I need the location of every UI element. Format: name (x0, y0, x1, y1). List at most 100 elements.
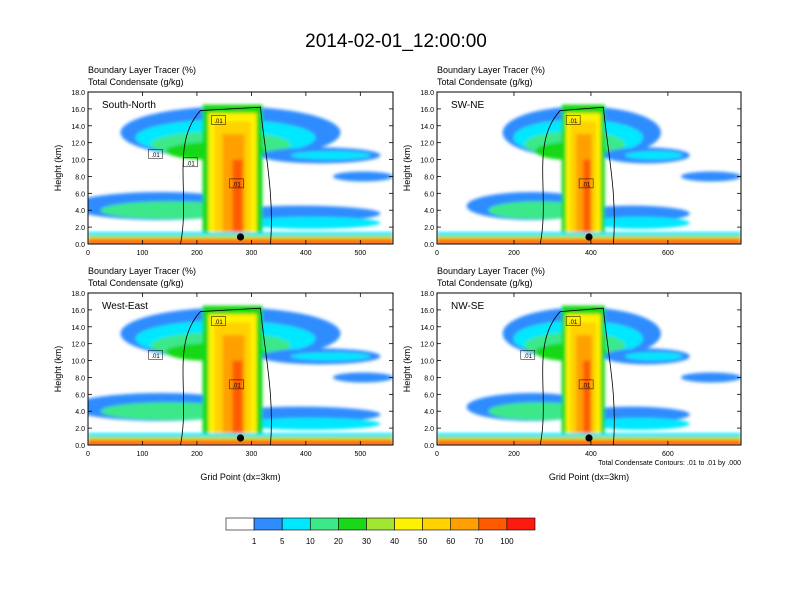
x-tick-label: 400 (300, 451, 312, 458)
contour-label: .01 (186, 161, 195, 167)
colorbar-label: 30 (362, 537, 371, 546)
colorbar-label: 50 (418, 537, 427, 546)
panel-label: South-North (102, 100, 156, 111)
contour-label: .01 (232, 383, 241, 389)
contour-line (539, 307, 615, 445)
panel-title-line2: Total Condensate (g/kg) (88, 278, 184, 288)
y-tick-label: 12.0 (71, 141, 85, 148)
y-tick-label: 16.0 (420, 107, 434, 114)
y-tick-label: 18.0 (420, 291, 434, 298)
contour-label: .01 (582, 182, 591, 188)
colorbar-swatch (253, 517, 283, 531)
contour-label: .01 (214, 320, 223, 326)
location-marker (236, 233, 245, 241)
contour-label: .01 (151, 354, 160, 360)
panel-sw-ne: .01 .01 SW-NE Boundary Layer Tracer (%) Tota… (402, 65, 742, 257)
y-tick-label: 18.0 (71, 90, 85, 97)
panel-nw-se: .01 .01 .01 NW-SE Boundary Layer Tracer (%) T… (402, 266, 742, 482)
x-tick-label: 200 (508, 451, 520, 458)
contour-label-box (229, 379, 244, 390)
y-tick-label: 6.0 (75, 191, 85, 198)
contour-label-box (520, 350, 536, 360)
y-tick-label: 14.0 (420, 325, 434, 332)
contour-label-box (229, 178, 244, 189)
y-tick-label: 10.0 (420, 158, 434, 165)
contour-line (180, 307, 272, 445)
colorbar-label: 20 (334, 537, 343, 546)
plot-frame (436, 91, 742, 245)
colorbar-label: 1 (252, 537, 257, 546)
contour-label: .01 (232, 182, 241, 188)
contour-label-box (578, 379, 594, 390)
x-tick-label: 0 (86, 250, 90, 257)
y-tick-label: 18.0 (71, 291, 85, 298)
x-tick-label: 0 (435, 250, 439, 257)
y-tick-label: 4.0 (424, 208, 434, 215)
y-tick-label: 6.0 (424, 191, 434, 198)
contour-footnote: Total Condensate Contours: .01 to .01 by… (598, 460, 741, 467)
contour-label: .01 (524, 354, 533, 360)
panel-title-line2: Total Condensate (g/kg) (437, 77, 533, 87)
y-tick-label: 2.0 (75, 426, 85, 433)
y-tick-label: 4.0 (75, 208, 85, 215)
panel-title-line2: Total Condensate (g/kg) (437, 278, 533, 288)
x-tick-label: 200 (191, 451, 203, 458)
y-tick-label: 0.0 (75, 242, 85, 249)
location-marker (236, 434, 245, 442)
x-tick-label: 400 (585, 451, 597, 458)
y-tick-label: 6.0 (75, 392, 85, 399)
x-tick-label: 100 (137, 451, 149, 458)
y-tick-label: 14.0 (71, 124, 85, 131)
y-tick-label: 4.0 (75, 409, 85, 416)
panel-label: SW-NE (451, 100, 484, 111)
y-tick-label: 2.0 (424, 225, 434, 232)
contour-label: .01 (569, 119, 578, 125)
x-tick-label: 200 (508, 250, 520, 257)
contour-label-box (565, 316, 581, 326)
panel-south-north: .01 .01 .01 .01 South-North Boundary Layer Tr… (53, 65, 394, 257)
y-tick-label: 10.0 (420, 359, 434, 366)
y-tick-label: 10.0 (71, 359, 85, 366)
contour-line (180, 106, 272, 244)
y-tick-label: 2.0 (75, 225, 85, 232)
field-3: .01 .01 .01 (437, 293, 741, 445)
x-tick-label: 100 (137, 250, 149, 257)
colorbar: 1 5 10 20 30 40 50 60 70 100 (225, 517, 536, 546)
plot-frame (87, 292, 394, 446)
location-marker (585, 233, 593, 241)
y-axis-label: Height (km) (53, 346, 63, 393)
colorbar-label: 100 (500, 537, 514, 546)
panel-title-line1: Boundary Layer Tracer (%) (437, 266, 545, 276)
x-tick-label: 500 (354, 250, 366, 257)
colorbar-swatch (281, 517, 311, 531)
field-1: .01 .01 (437, 92, 741, 244)
colorbar-label: 10 (306, 537, 315, 546)
panel-label: West-East (102, 301, 148, 312)
y-tick-label: 14.0 (71, 325, 85, 332)
panel-west-east: .01 .01 .01 West-East Boundary Layer Tracer … (53, 266, 394, 482)
y-tick-label: 8.0 (75, 375, 85, 382)
y-tick-label: 12.0 (71, 342, 85, 349)
contour-line (539, 106, 615, 244)
x-tick-label: 400 (300, 250, 312, 257)
y-tick-label: 10.0 (71, 158, 85, 165)
contour-label-box (578, 178, 594, 189)
y-tick-label: 8.0 (424, 174, 434, 181)
y-axis-label: Height (km) (53, 145, 63, 192)
y-tick-label: 0.0 (424, 242, 434, 249)
y-tick-label: 16.0 (71, 308, 85, 315)
colorbar-label: 70 (474, 537, 483, 546)
contour-label-box (565, 115, 581, 125)
colorbar-swatch (394, 517, 423, 531)
y-tick-label: 0.0 (75, 443, 85, 450)
x-axis-label: Grid Point (dx=3km) (200, 472, 280, 482)
x-tick-label: 300 (246, 451, 258, 458)
colorbar-swatch (366, 517, 395, 531)
figure-title: 2014-02-01_12:00:00 (305, 31, 487, 52)
x-tick-label: 0 (435, 451, 439, 458)
y-tick-label: 4.0 (424, 409, 434, 416)
y-tick-label: 6.0 (424, 392, 434, 399)
colorbar-swatch (338, 517, 367, 531)
